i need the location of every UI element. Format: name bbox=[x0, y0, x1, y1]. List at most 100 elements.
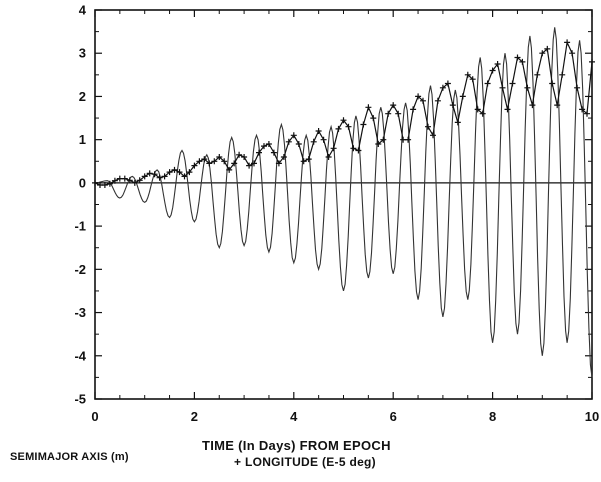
data-point-plus-marker bbox=[146, 170, 153, 177]
data-point-plus-marker bbox=[295, 141, 302, 147]
x-axis-label-line2: + LONGITUDE (E-5 deg) bbox=[234, 455, 376, 469]
data-point-plus-marker bbox=[539, 50, 546, 57]
data-point-plus-marker bbox=[584, 110, 590, 117]
data-point-plus-marker bbox=[360, 121, 367, 128]
data-point-plus-marker bbox=[166, 169, 173, 176]
x-tick-label: 4 bbox=[290, 409, 298, 424]
data-point-plus-marker bbox=[459, 93, 466, 100]
data-point-plus-marker bbox=[430, 132, 436, 139]
y-tick-label: -1 bbox=[74, 219, 86, 234]
data-point-plus-marker bbox=[454, 119, 461, 126]
data-point-plus-marker bbox=[121, 175, 128, 182]
x-tick-label: 8 bbox=[489, 409, 496, 424]
x-axis-label-line1: TIME (In Days) FROM EPOCH bbox=[202, 438, 391, 453]
y-tick-label: -3 bbox=[74, 305, 86, 320]
data-point-plus-marker bbox=[375, 141, 382, 147]
data-point-plus-marker bbox=[549, 80, 556, 87]
data-point-plus-marker bbox=[479, 110, 486, 117]
data-point-plus-marker bbox=[196, 158, 203, 165]
data-point-plus-marker bbox=[310, 138, 317, 145]
y-tick-label: -2 bbox=[74, 262, 86, 277]
data-point-plus-marker bbox=[201, 156, 208, 163]
data-point-plus-marker bbox=[425, 123, 431, 130]
data-point-plus-marker bbox=[499, 84, 506, 91]
data-point-plus-marker bbox=[504, 106, 511, 113]
data-point-plus-marker bbox=[569, 50, 576, 57]
data-point-plus-marker bbox=[484, 80, 491, 87]
y-tick-label: 4 bbox=[79, 3, 87, 18]
y-tick-label: 3 bbox=[79, 46, 86, 61]
data-point-plus-marker bbox=[280, 154, 287, 160]
data-point-plus-marker bbox=[315, 128, 322, 134]
data-point-plus-marker bbox=[559, 71, 566, 78]
data-point-plus-marker bbox=[444, 80, 451, 87]
x-tick-label: 0 bbox=[91, 409, 98, 424]
data-point-plus-marker bbox=[330, 145, 337, 152]
data-point-plus-marker bbox=[151, 171, 158, 178]
data-point-plus-marker bbox=[420, 97, 426, 104]
data-point-plus-marker bbox=[136, 177, 143, 184]
data-point-plus-marker bbox=[131, 179, 138, 186]
data-point-plus-marker bbox=[390, 102, 397, 109]
data-point-plus-marker bbox=[385, 110, 392, 117]
data-point-plus-marker bbox=[156, 174, 163, 181]
data-point-plus-marker bbox=[335, 125, 342, 132]
data-point-plus-marker bbox=[300, 158, 307, 165]
y-axis-label: SEMIMAJOR AXIS (m) bbox=[10, 451, 129, 463]
data-point-plus-marker bbox=[305, 156, 312, 163]
data-point-plus-marker bbox=[449, 102, 456, 109]
data-point-plus-marker bbox=[464, 71, 471, 78]
data-point-plus-marker bbox=[340, 117, 347, 124]
data-point-plus-marker bbox=[380, 136, 387, 143]
data-point-plus-marker bbox=[226, 166, 233, 173]
y-tick-label: -4 bbox=[74, 348, 86, 363]
data-point-plus-marker bbox=[265, 141, 272, 147]
data-point-plus-marker bbox=[489, 67, 496, 74]
data-point-plus-marker bbox=[211, 158, 218, 165]
data-point-plus-marker bbox=[514, 54, 521, 61]
data-point-plus-marker bbox=[270, 149, 277, 156]
data-point-plus-marker bbox=[370, 115, 377, 122]
data-point-plus-marker bbox=[405, 136, 412, 143]
data-point-plus-marker bbox=[92, 179, 98, 186]
data-point-plus-marker bbox=[111, 177, 118, 184]
data-point-plus-marker bbox=[176, 169, 183, 176]
y-tick-label: 2 bbox=[79, 89, 86, 104]
data-point-plus-marker bbox=[534, 71, 541, 78]
plot-frame bbox=[94, 9, 593, 400]
data-point-plus-marker bbox=[474, 106, 481, 113]
data-point-plus-marker bbox=[246, 162, 253, 169]
data-point-plus-marker bbox=[415, 93, 422, 100]
x-tick-label: 10 bbox=[585, 409, 599, 424]
data-point-plus-marker bbox=[410, 106, 417, 113]
data-point-plus-marker bbox=[494, 61, 501, 67]
data-point-plus-marker bbox=[161, 173, 168, 180]
data-point-plus-marker bbox=[564, 39, 571, 46]
data-point-plus-marker bbox=[365, 104, 372, 111]
data-point-plus-marker bbox=[579, 106, 586, 113]
x-tick-label: 2 bbox=[191, 409, 198, 424]
y-tick-label: -5 bbox=[74, 392, 86, 407]
data-point-plus-marker bbox=[439, 84, 446, 91]
data-point-plus-marker bbox=[509, 80, 516, 87]
data-point-plus-marker bbox=[395, 110, 402, 117]
data-point-plus-marker bbox=[261, 143, 267, 150]
data-point-plus-marker bbox=[350, 145, 357, 152]
data-point-plus-marker bbox=[216, 154, 223, 160]
data-point-plus-marker bbox=[325, 154, 332, 160]
series-marker-line bbox=[94, 40, 593, 186]
data-point-plus-marker bbox=[285, 138, 292, 145]
y-tick-label: 0 bbox=[79, 175, 86, 190]
data-point-plus-marker bbox=[106, 180, 113, 187]
data-point-plus-marker bbox=[231, 160, 238, 167]
data-point-plus-marker bbox=[524, 84, 531, 91]
data-point-plus-marker bbox=[256, 149, 262, 156]
data-point-plus-marker bbox=[574, 84, 581, 91]
data-point-plus-marker bbox=[544, 45, 551, 52]
data-point-plus-marker bbox=[141, 173, 148, 180]
data-point-plus-marker bbox=[251, 160, 257, 167]
data-point-plus-marker bbox=[290, 132, 297, 139]
data-point-plus-marker bbox=[275, 160, 282, 167]
data-point-plus-marker bbox=[345, 123, 352, 130]
data-point-plus-marker bbox=[236, 151, 243, 158]
